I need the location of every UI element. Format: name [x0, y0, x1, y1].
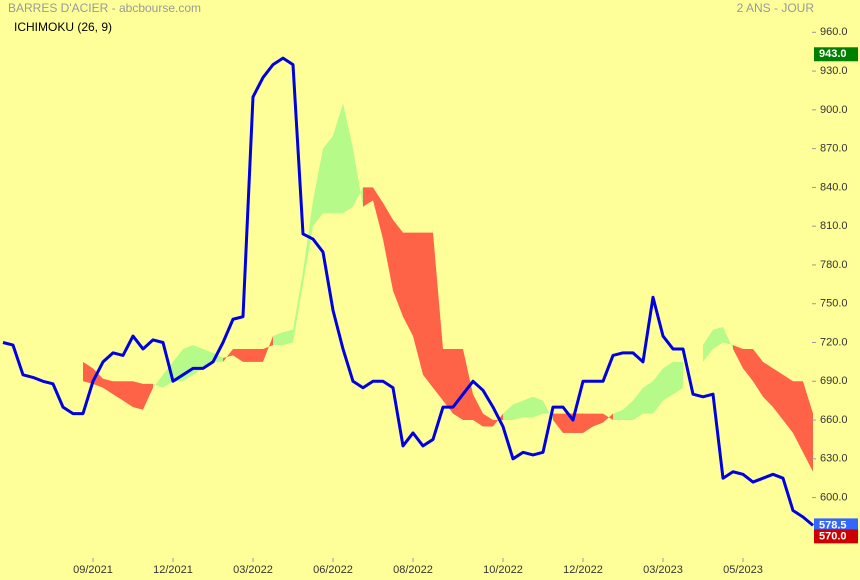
- cloud-segment: [473, 394, 483, 427]
- cloud-segment: [783, 374, 793, 433]
- cloud-segment: [113, 381, 123, 401]
- cloud-segment: [123, 381, 133, 408]
- cloud-segment: [793, 381, 803, 453]
- price-badge-label: 578.5: [819, 519, 847, 531]
- cloud-segment: [173, 348, 183, 382]
- y-tick-label: 960.0: [820, 26, 848, 38]
- cloud-segment: [263, 336, 273, 362]
- cloud-segment: [603, 413, 613, 423]
- cloud-segment: [83, 361, 93, 384]
- y-tick-label: 750.0: [820, 298, 848, 310]
- x-tick-label: 12/2022: [563, 564, 603, 576]
- cloud-segment: [133, 381, 143, 410]
- cloud-segment: [723, 326, 733, 349]
- cloud-segment: [433, 232, 443, 401]
- price-badge: [814, 529, 858, 544]
- cloud-segment: [443, 348, 453, 414]
- cloud-segment: [283, 329, 293, 346]
- cloud-segment: [153, 374, 163, 388]
- cloud-segment: [413, 232, 423, 375]
- cloud-segment: [143, 383, 153, 410]
- y-tick-label: 600.0: [820, 492, 848, 504]
- cloud-segment: [513, 400, 523, 421]
- cloud-segment: [593, 413, 603, 427]
- cloud-segment: [273, 332, 283, 346]
- x-tick-label: 06/2022: [313, 564, 353, 576]
- cloud-segment: [753, 348, 763, 397]
- cloud-segment: [763, 361, 773, 408]
- y-tick-label: 900.0: [820, 104, 848, 116]
- indicator-label: ICHIMOKU (26, 9): [14, 20, 112, 34]
- cloud-segment: [353, 148, 363, 207]
- x-tick-label: 03/2023: [643, 564, 683, 576]
- cloud-segment: [553, 413, 563, 433]
- cloud-segment: [773, 368, 783, 421]
- cloud-segment: [323, 135, 333, 214]
- y-tick-label: 930.0: [820, 65, 848, 77]
- x-tick-label: 08/2022: [393, 564, 433, 576]
- cloud-segment: [503, 404, 513, 421]
- x-tick-label: 05/2023: [723, 564, 763, 576]
- price-badge: [814, 518, 858, 533]
- price-badge-label: 570.0: [819, 530, 847, 542]
- cloud-segment: [653, 368, 663, 414]
- cloud-segment: [383, 202, 393, 291]
- cloud-segment: [393, 219, 403, 317]
- cloud-segment: [643, 381, 653, 414]
- cloud-segment: [533, 396, 543, 418]
- cloud-segment: [403, 232, 413, 337]
- cloud-segment: [313, 148, 323, 227]
- price-badge: [814, 47, 858, 62]
- cloud-segment: [303, 200, 313, 285]
- cloud-segment: [623, 400, 633, 421]
- cloud-segment: [673, 361, 683, 395]
- cloud-segment: [633, 387, 643, 421]
- cloud-segment: [713, 326, 723, 349]
- cloud-segment: [523, 396, 533, 418]
- cloud-segment: [703, 329, 713, 362]
- cloud-segment: [293, 271, 303, 343]
- cloud-segment: [363, 187, 373, 207]
- period-label: 2 ANS - JOUR: [737, 1, 815, 15]
- cloud-segment: [223, 348, 233, 362]
- cloud-segment: [233, 348, 243, 362]
- cloud-segment: [733, 345, 743, 369]
- cloud-segment: [423, 232, 433, 388]
- x-tick-label: 12/2021: [153, 564, 193, 576]
- chart-title: BARRES D'ACIER - abcbourse.com: [8, 1, 201, 15]
- y-tick-label: 660.0: [820, 414, 848, 426]
- cloud-segment: [583, 413, 593, 433]
- price-line: [2, 56, 814, 527]
- cloud-segment: [613, 409, 623, 421]
- y-tick-label: 720.0: [820, 336, 848, 348]
- cloud-segment: [343, 103, 353, 214]
- y-tick-label: 690.0: [820, 375, 848, 387]
- price-badge-label: 943.0: [819, 48, 847, 60]
- x-tick-label: 09/2021: [73, 564, 113, 576]
- cloud-segment: [483, 413, 493, 427]
- cloud-segment: [243, 348, 253, 362]
- cloud-segment: [103, 378, 113, 395]
- y-tick-label: 780.0: [820, 259, 848, 271]
- cloud-segment: [373, 187, 383, 240]
- cloud-segment: [663, 361, 673, 401]
- y-tick-label: 840.0: [820, 181, 848, 193]
- y-tick-label: 630.0: [820, 453, 848, 465]
- y-tick-label: 810.0: [820, 220, 848, 232]
- cloud-segment: [253, 348, 263, 362]
- cloud-segment: [453, 348, 463, 421]
- x-tick-label: 03/2022: [233, 564, 273, 576]
- cloud-segment: [333, 103, 343, 214]
- cloud-segment: [573, 413, 583, 433]
- cloud-segment: [803, 381, 813, 472]
- cloud-segment: [463, 348, 473, 421]
- y-tick-label: 870.0: [820, 143, 848, 155]
- cloud-segment: [743, 348, 753, 382]
- x-tick-label: 10/2022: [483, 564, 523, 576]
